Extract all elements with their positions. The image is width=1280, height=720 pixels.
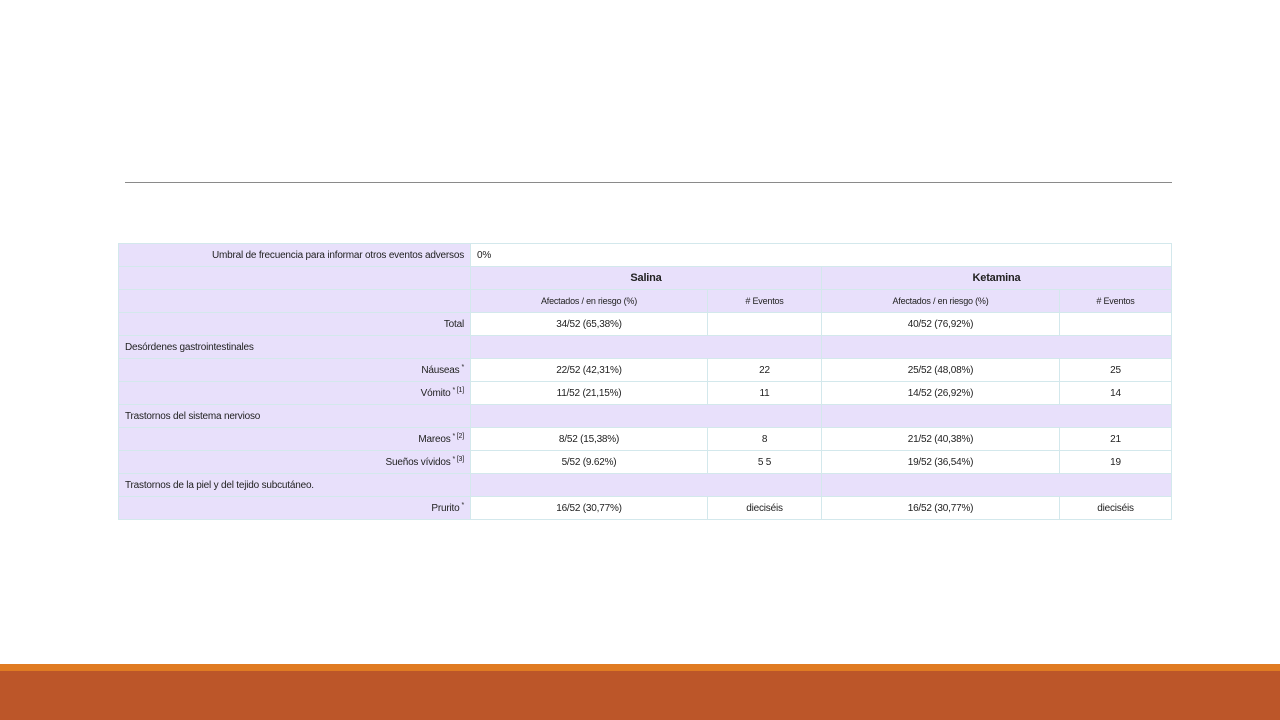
- section-header: Desórdenes gastrointestinales: [118, 335, 1172, 359]
- row-label: Náuseas *: [118, 358, 471, 382]
- ketamina-affected: 21/52 (40,38%): [821, 427, 1060, 451]
- salina-affected: 22/52 (42,31%): [470, 358, 708, 382]
- row-label: Sueños vívidos * [3]: [118, 450, 471, 474]
- footnote-marks: * [1]: [452, 387, 465, 394]
- salina-affected: 11/52 (21,15%): [470, 381, 708, 405]
- row-label: Vómito * [1]: [118, 381, 471, 405]
- salina-affected: 5/52 (9.62%): [470, 450, 708, 474]
- subheader-affected: Afectados / en riesgo (%): [821, 289, 1060, 313]
- salina-events: 5 5: [707, 450, 822, 474]
- table-row: Náuseas * 22/52 (42,31%) 22 25/52 (48,08%…: [118, 358, 1172, 382]
- footer-band: [0, 671, 1280, 720]
- ketamina-affected: 14/52 (26,92%): [821, 381, 1060, 405]
- total-salina-affected: 34/52 (65,38%): [470, 312, 708, 336]
- ketamina-events: 19: [1059, 450, 1172, 474]
- salina-events: 22: [707, 358, 822, 382]
- ketamina-events: 14: [1059, 381, 1172, 405]
- total-salina-events: [707, 312, 822, 336]
- ketamina-events: dieciséis: [1059, 496, 1172, 520]
- section-header: Trastornos del sistema nervioso: [118, 404, 1172, 428]
- subheader-affected: Afectados / en riesgo (%): [470, 289, 708, 313]
- footnote-marks: * [3]: [452, 456, 465, 463]
- salina-events: dieciséis: [707, 496, 822, 520]
- ketamina-affected: 19/52 (36,54%): [821, 450, 1060, 474]
- salina-affected: 8/52 (15,38%): [470, 427, 708, 451]
- group-header-ketamina: Ketamina: [821, 266, 1172, 290]
- salina-events: 8: [707, 427, 822, 451]
- section-header: Trastornos de la piel y del tejido subcu…: [118, 473, 1172, 497]
- footer-accent-stripe: [0, 664, 1280, 671]
- threshold-value: 0%: [470, 243, 1172, 267]
- table-row: Vómito * [1] 11/52 (21,15%) 11 14/52 (26,…: [118, 381, 1172, 405]
- total-ketamina-events: [1059, 312, 1172, 336]
- total-row: Total 34/52 (65,38%) 40/52 (76,92%): [118, 312, 1172, 336]
- section-title: Trastornos del sistema nervioso: [118, 404, 471, 428]
- ketamina-events: 21: [1059, 427, 1172, 451]
- ketamina-affected: 16/52 (30,77%): [821, 496, 1060, 520]
- threshold-label: Umbral de frecuencia para informar otros…: [118, 243, 471, 267]
- adverse-events-table: Umbral de frecuencia para informar otros…: [118, 243, 1172, 520]
- row-label: Mareos * [2]: [118, 427, 471, 451]
- footnote-marks: * [2]: [452, 433, 465, 440]
- ketamina-affected: 25/52 (48,08%): [821, 358, 1060, 382]
- group-header-row: Salina Ketamina: [118, 266, 1172, 290]
- subheader-events: # Eventos: [1059, 289, 1172, 313]
- row-label: Prurito *: [118, 496, 471, 520]
- divider-line: [125, 182, 1172, 183]
- footnote-marks: *: [461, 502, 464, 509]
- table-row: Prurito * 16/52 (30,77%) dieciséis 16/52 …: [118, 496, 1172, 520]
- ketamina-events: 25: [1059, 358, 1172, 382]
- table-row: Mareos * [2] 8/52 (15,38%) 8 21/52 (40,38…: [118, 427, 1172, 451]
- threshold-row: Umbral de frecuencia para informar otros…: [118, 243, 1172, 267]
- footnote-marks: *: [461, 364, 464, 371]
- section-title: Desórdenes gastrointestinales: [118, 335, 471, 359]
- salina-events: 11: [707, 381, 822, 405]
- section-title: Trastornos de la piel y del tejido subcu…: [118, 473, 471, 497]
- total-label: Total: [118, 312, 471, 336]
- subheader-events: # Eventos: [707, 289, 822, 313]
- subheader-row: Afectados / en riesgo (%) # Eventos Afec…: [118, 289, 1172, 313]
- table-row: Sueños vívidos * [3] 5/52 (9.62%) 5 5 19/…: [118, 450, 1172, 474]
- salina-affected: 16/52 (30,77%): [470, 496, 708, 520]
- total-ketamina-affected: 40/52 (76,92%): [821, 312, 1060, 336]
- group-header-salina: Salina: [470, 266, 822, 290]
